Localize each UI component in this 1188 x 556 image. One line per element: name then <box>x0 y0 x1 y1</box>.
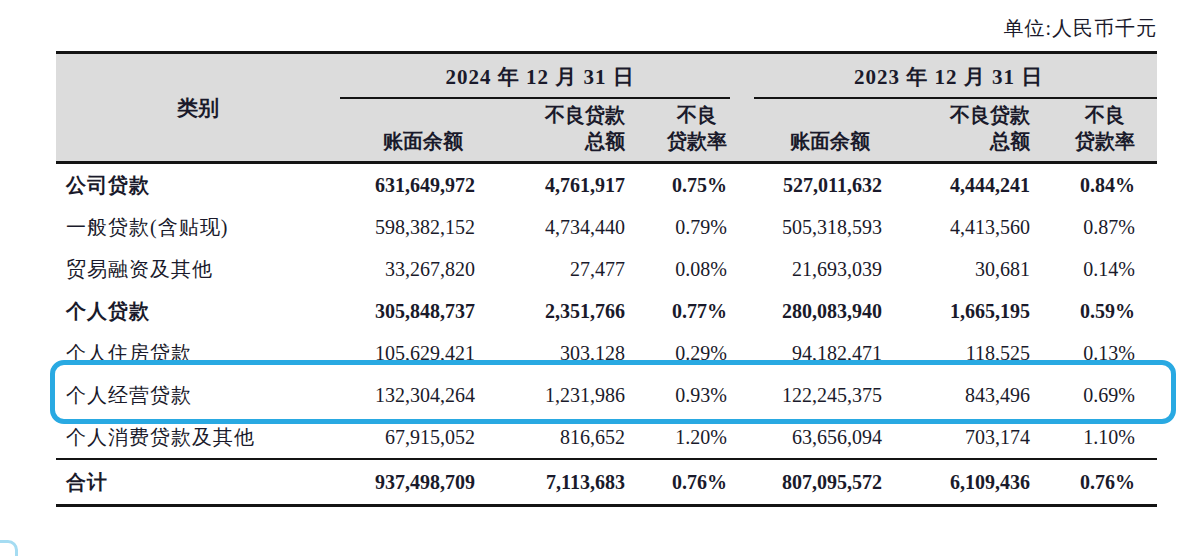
table-row: 一般贷款(含贴现)598,382,1524,734,4400.79%505,31… <box>56 206 1157 248</box>
cell-value: 0.08% <box>627 258 740 281</box>
row-label: 贸易融资及其他 <box>56 256 340 283</box>
group-header-2024: 2024 年 12 月 31 日 <box>340 54 740 99</box>
cell-value: 4,761,917 <box>475 174 627 197</box>
cell-value: 703,174 <box>882 426 1032 449</box>
column-header-label: 不良 <box>1075 102 1135 128</box>
cell-value: 0.77% <box>627 300 740 323</box>
highlight-annotation-box <box>50 360 1176 424</box>
column-header-label: 贷款率 <box>1075 128 1135 154</box>
cell-value: 67,915,052 <box>340 426 475 449</box>
cell-value: 2,351,766 <box>475 300 627 323</box>
column-header-balance-2024: 账面余额 <box>340 99 475 161</box>
row-label: 个人贷款 <box>56 298 340 325</box>
cell-value: 63,656,094 <box>740 426 882 449</box>
table-row: 公司贷款631,649,9724,761,9170.75%527,011,632… <box>56 164 1157 206</box>
cell-value: 4,413,560 <box>882 216 1032 239</box>
row-label: 公司贷款 <box>56 172 340 199</box>
column-header-label: 不良贷款 <box>545 102 625 128</box>
cell-value: 598,382,152 <box>340 216 475 239</box>
cell-value: 280,083,940 <box>740 300 882 323</box>
cell-value: 7,113,683 <box>475 471 627 494</box>
column-header-label: 贷款率 <box>667 128 727 154</box>
cell-value: 807,095,572 <box>740 471 882 494</box>
column-header-label: 不良 <box>667 102 727 128</box>
cell-value: 527,011,632 <box>740 174 882 197</box>
cell-value: 937,498,709 <box>340 471 475 494</box>
cell-value: 0.76% <box>627 471 740 494</box>
loan-quality-table: 类别 2024 年 12 月 31 日 2023 年 12 月 31 日 账面余… <box>56 51 1157 507</box>
column-header-label: 总额 <box>990 128 1030 154</box>
cell-value: 631,649,972 <box>340 174 475 197</box>
cell-value: 33,267,820 <box>340 258 475 281</box>
cell-value: 0.75% <box>627 174 740 197</box>
unit-label: 单位:人民币千元 <box>1003 15 1157 42</box>
column-header-label: 账面余额 <box>790 128 870 154</box>
cell-value: 27,477 <box>475 258 627 281</box>
cell-value: 30,681 <box>882 258 1032 281</box>
table-row: 个人贷款305,848,7372,351,7660.77%280,083,940… <box>56 290 1157 332</box>
table-row: 贸易融资及其他33,267,82027,4770.08%21,693,03930… <box>56 248 1157 290</box>
column-header-npl-ratio-2023: 不良 贷款率 <box>1032 99 1157 161</box>
cell-value: 305,848,737 <box>340 300 475 323</box>
cell-value: 816,652 <box>475 426 627 449</box>
cell-value: 0.79% <box>627 216 740 239</box>
cell-value: 6,109,436 <box>882 471 1032 494</box>
column-header-npl-ratio-2024: 不良 贷款率 <box>627 99 740 161</box>
cell-value: 21,693,039 <box>740 258 882 281</box>
column-header-npl-total-2024: 不良贷款 总额 <box>475 99 627 161</box>
row-label: 个人消费贷款及其他 <box>56 424 340 451</box>
cell-value: 0.84% <box>1032 174 1157 197</box>
group-header-2023: 2023 年 12 月 31 日 <box>740 54 1157 99</box>
cell-value: 1,665,195 <box>882 300 1032 323</box>
table-header: 类别 2024 年 12 月 31 日 2023 年 12 月 31 日 账面余… <box>56 51 1157 164</box>
column-header-label: 总额 <box>585 128 625 154</box>
cell-value: 4,734,440 <box>475 216 627 239</box>
table-body: 公司贷款631,649,9724,761,9170.75%527,011,632… <box>56 164 1157 507</box>
cell-value: 0.59% <box>1032 300 1157 323</box>
cell-value: 1.10% <box>1032 426 1157 449</box>
stray-highlight-corner <box>0 540 18 556</box>
column-header-label: 不良贷款 <box>950 102 1030 128</box>
cell-value: 4,444,241 <box>882 174 1032 197</box>
cell-value: 1.20% <box>627 426 740 449</box>
cell-value: 0.76% <box>1032 471 1157 494</box>
row-label: 一般贷款(含贴现) <box>56 214 340 241</box>
column-header-balance-2023: 账面余额 <box>740 99 882 161</box>
cell-value: 0.14% <box>1032 258 1157 281</box>
table-row-total: 合计937,498,7097,113,6830.76%807,095,5726,… <box>56 460 1157 507</box>
column-header-npl-total-2023: 不良贷款 总额 <box>882 99 1032 161</box>
cell-value: 0.87% <box>1032 216 1157 239</box>
row-label: 合计 <box>56 469 340 496</box>
cell-value: 505,318,593 <box>740 216 882 239</box>
column-header-label: 账面余额 <box>383 128 463 154</box>
column-header-category: 类别 <box>56 54 340 161</box>
